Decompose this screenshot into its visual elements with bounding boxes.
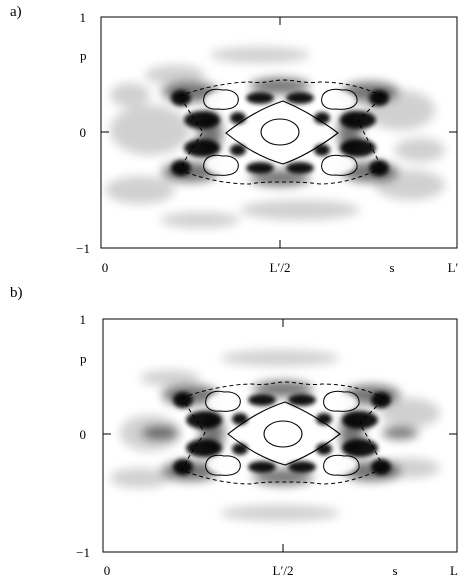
overlay-curves-b — [181, 381, 385, 485]
overlay-curves-a — [179, 79, 383, 185]
y-tick-mid-a: 0 — [80, 125, 87, 140]
x-tick-right-b: L — [450, 563, 458, 578]
island-top-right-a — [321, 88, 358, 110]
central-ellipse-b — [263, 420, 303, 448]
panel-a: a) — [0, 0, 461, 280]
panel-label-b: b) — [10, 285, 23, 301]
x-tick-right-a: L′ — [448, 260, 459, 275]
tick-marks-a — [101, 16, 457, 249]
x-tick-mid-a: L′/2 — [270, 260, 291, 275]
y-tick-bottom-a: −1 — [76, 241, 90, 256]
central-ellipse-a — [260, 118, 300, 146]
island-bottom-right-b — [323, 454, 360, 476]
island-bottom-right-a — [321, 154, 358, 176]
y-tick-bottom-b: −1 — [76, 545, 90, 560]
island-top-right-b — [323, 390, 360, 412]
dashed-boundary-b — [181, 381, 385, 485]
density-map-a — [101, 17, 457, 248]
y-tick-top-b: 1 — [80, 312, 87, 327]
y-tick-top-a: 1 — [80, 10, 87, 25]
panel-b: b) — [0, 283, 461, 579]
phase-space-plot-b: 1 0 −1 p 0 L′/2 s L — [76, 312, 458, 578]
island-top-left-a — [203, 88, 239, 110]
island-bottom-left-a — [203, 154, 239, 176]
y-tick-mid-b: 0 — [80, 427, 87, 442]
y-axis-symbol-b: p — [80, 351, 87, 366]
island-bottom-left-b — [205, 454, 241, 476]
dashed-boundary-a — [179, 79, 383, 185]
x-tick-left-a: 0 — [102, 260, 109, 275]
y-axis-symbol-a: p — [80, 48, 87, 63]
x-tick-mid-b: L′/2 — [273, 563, 294, 578]
x-axis-symbol-b: s — [392, 563, 397, 578]
plot-frame-b — [102, 318, 458, 553]
density-map-b — [103, 319, 457, 552]
phase-space-plot-a: 1 0 −1 p 0 L′/2 s L′ — [76, 10, 459, 275]
diamond-separatrix-a — [225, 100, 339, 165]
x-axis-symbol-a: s — [389, 260, 394, 275]
island-top-left-b — [205, 390, 241, 412]
tick-marks-b — [103, 318, 457, 553]
x-tick-left-b: 0 — [104, 563, 111, 578]
diamond-separatrix-b — [227, 401, 341, 466]
panel-label-a: a) — [10, 4, 22, 20]
